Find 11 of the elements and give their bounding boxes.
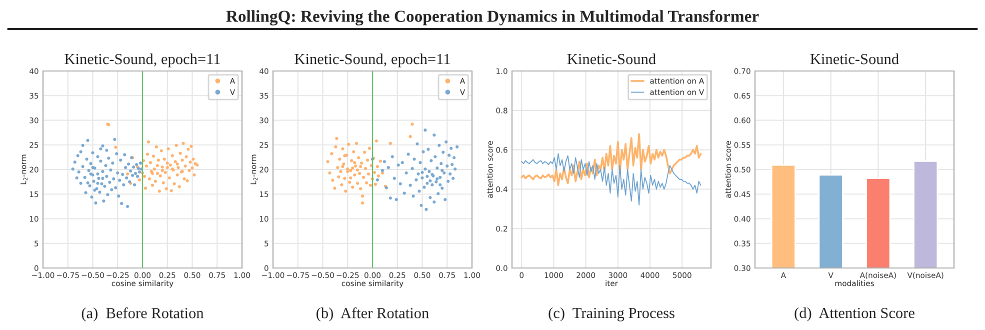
text: (d) Attention Score — [794, 307, 914, 322]
chart-title: Kinetic-Sound, epoch=11 — [294, 53, 450, 68]
chart-title: Kinetic-Sound, epoch=11 — [64, 53, 220, 68]
line-series — [521, 153, 702, 206]
line-series — [520, 133, 702, 186]
text: (a) Before Rotation — [82, 307, 204, 322]
chart-title: Kinetic-Sound — [567, 53, 656, 64]
text: RollingQ: Reviving the Cooperation Dynamics in Multimodal Transformer — [226, 10, 759, 26]
text: (b) After Rotation — [316, 307, 429, 322]
text: (c) Training Process — [548, 307, 674, 322]
chart-title: Kinetic-Sound — [810, 53, 899, 64]
